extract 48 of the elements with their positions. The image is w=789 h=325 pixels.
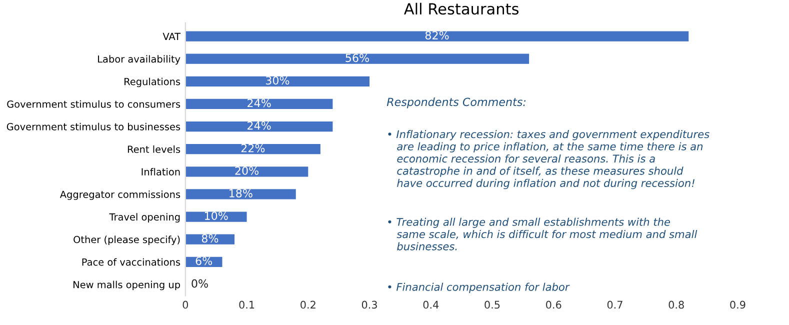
data-label: 0% [192,279,208,288]
y-tick-label: Aggregator commissions [60,190,180,200]
x-tick-label: 0.4 [423,300,439,309]
bar [185,212,247,222]
x-tick-label: 0 [182,300,188,309]
bar [185,76,370,86]
x-tick-label: 0.5 [484,300,500,309]
bar [185,121,333,132]
data-label: 22% [241,144,265,152]
x-tick-label: 0.6 [546,300,562,309]
bar [185,189,296,200]
data-label: 24% [248,98,271,108]
data-label: 18% [230,189,252,198]
bar [185,31,689,42]
data-label: 8% [202,234,218,243]
data-label: 24% [248,121,271,130]
x-tick-label: 0.2 [300,300,316,309]
data-label: 10% [204,212,228,220]
y-tick-label: Travel opening [109,213,180,222]
annotation: Respondents Comments: [386,98,526,108]
data-label: 82% [425,31,449,40]
annotation: • Treating all large and small establishments with the same scale, which is difficult for most medium and small businesses. [388,218,698,250]
x-tick-label: 0.8 [668,300,684,309]
y-tick-label: Labor availability [98,55,180,65]
bar [185,144,320,154]
data-label: 30% [266,76,290,85]
bar [185,54,530,64]
y-tick-label: Government stimulus to businesses [6,122,180,130]
chart-title: All Restaurants [404,2,519,15]
data-label: 20% [235,166,259,175]
bar [185,98,333,110]
annotation: • Inflationary recession: taxes and government expenditures are leading to price inflation, at the same time there is an economic recession for several reasons. This is a catastrophe in and of itself, as these measures should have occurred during inflation and not during recession! [388,130,710,190]
y-tick-label: Inflation [142,168,180,176]
x-tick-label: 0.3 [362,300,377,309]
data-label: 56% [346,54,369,62]
y-tick-label: Regulations [124,78,180,88]
y-tick-label: Rent levels [128,145,180,153]
data-label: 6% [196,256,212,266]
x-tick-label: 0.1 [239,300,254,309]
bar [185,166,308,177]
annotation: • Financial compensation for labor [388,282,570,293]
y-tick-label: Other (please specify) [74,236,180,246]
y-tick-label: Pace of vaccinations [82,258,180,266]
y-tick-label: VAT [162,32,181,40]
y-tick-label: New malls opening up [74,280,180,290]
x-tick-label: 0.7 [607,300,622,309]
x-tick-label: 0.9 [730,300,746,309]
y-tick-label: Government stimulus to consumers [7,100,180,108]
